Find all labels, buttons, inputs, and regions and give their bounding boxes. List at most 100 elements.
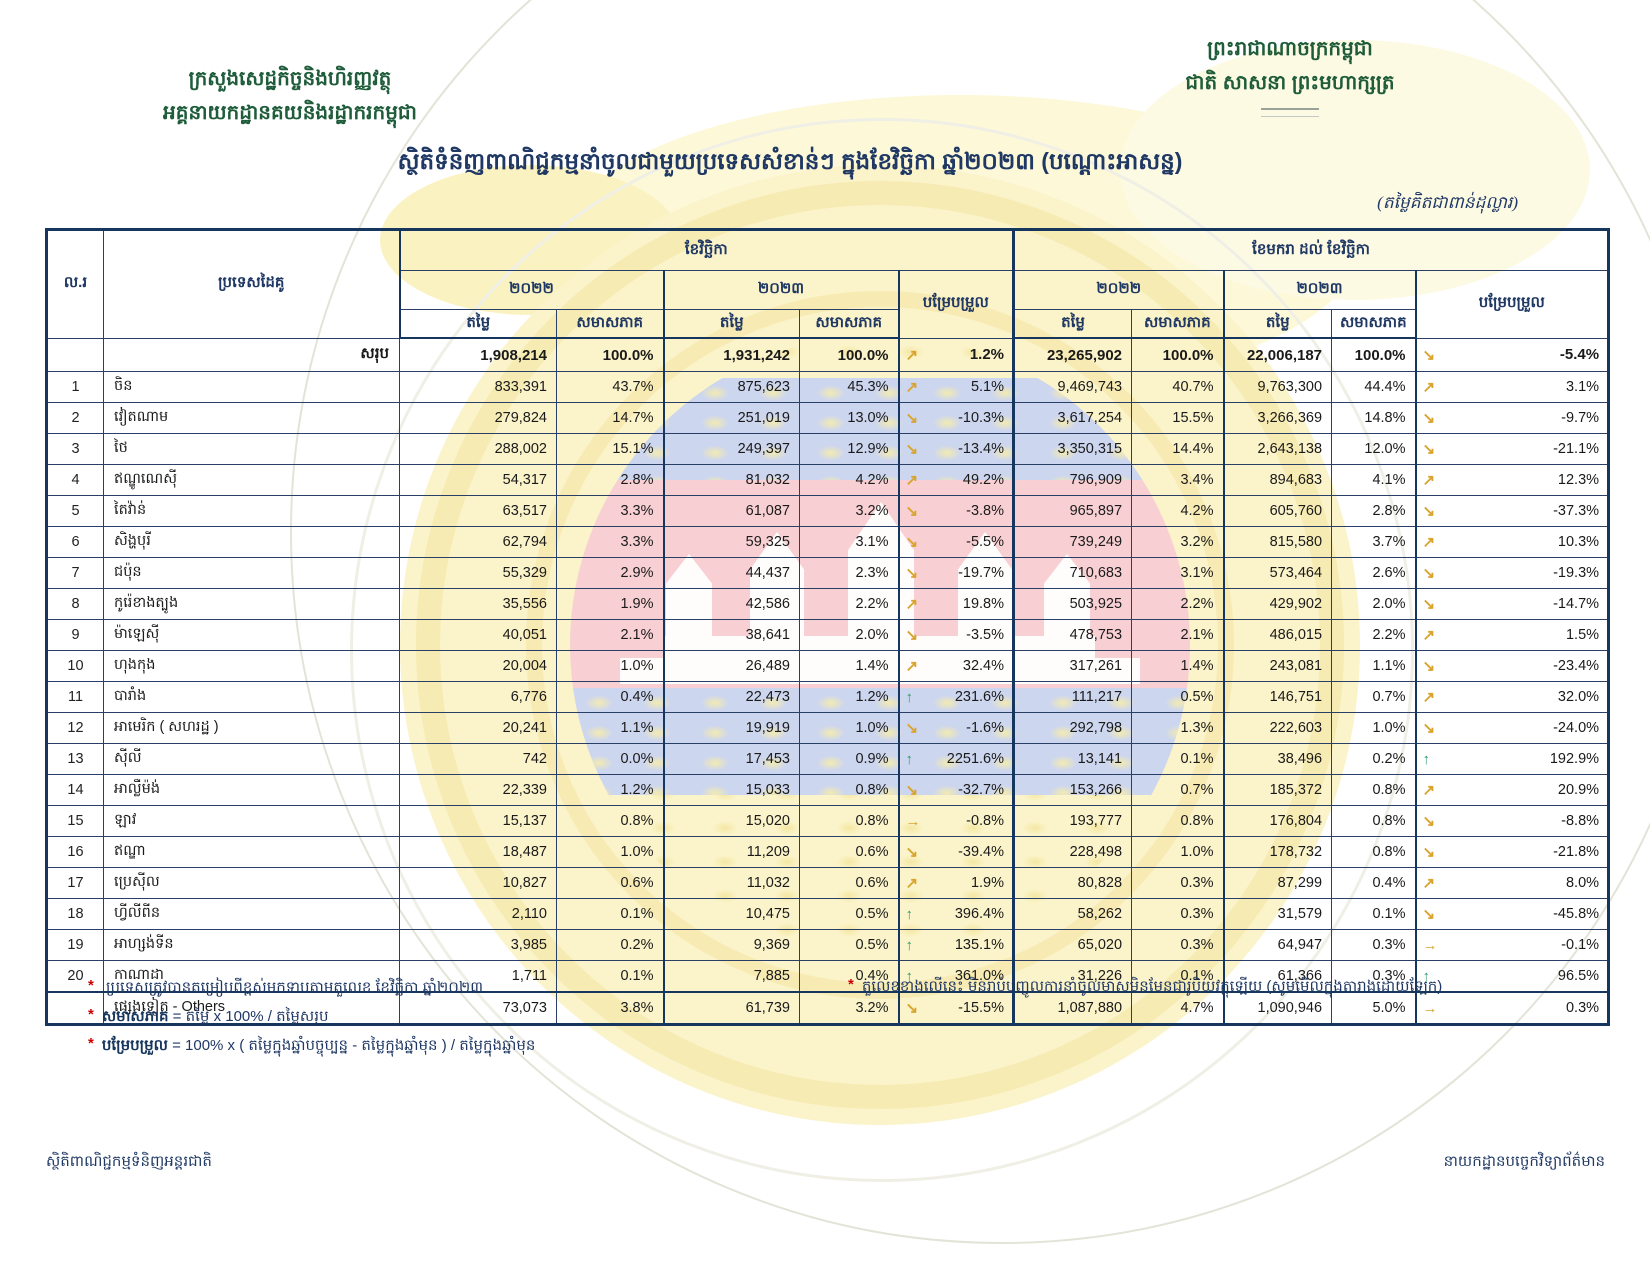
nov-2022-share: 0.1% bbox=[556, 898, 664, 930]
jannov-2022-value: 710,683 bbox=[1012, 557, 1133, 589]
nov-2023-value: 15,020 bbox=[662, 805, 800, 837]
trend-down-icon: ↘ bbox=[905, 1000, 919, 1017]
jannov-2022-share: 1.3% bbox=[1131, 712, 1225, 744]
trend-down-icon: ↘ bbox=[905, 782, 919, 799]
country-name: វៀតណាម bbox=[103, 402, 400, 434]
country-name: ប្រេស៊ីល bbox=[103, 867, 400, 899]
table-row: 17 ប្រេស៊ីល 10,827 0.6% 11,032 0.6% ↗ 1.9% 80,82… bbox=[46, 867, 1610, 899]
total-row: សរុប 1,908,214 100.0% 1,931,242 100.0% ↗ 1.2% 2… bbox=[46, 337, 1610, 372]
country-name: ឥណ្ឌូណេស៊ី bbox=[103, 464, 400, 496]
trend-up-icon: ↗ bbox=[905, 346, 919, 364]
row-number bbox=[46, 991, 104, 1025]
nov-2023-value: 17,453 bbox=[662, 743, 800, 775]
nov-2023-share: 2.3% bbox=[799, 557, 899, 589]
row-number: 16 bbox=[46, 836, 104, 868]
jannov-change-cell: ↘ -14.7% bbox=[1414, 588, 1610, 620]
footnote-gold-exclusion: * តួលេខខាងលើនេះ មិនរាប់បញ្ចូលការនាំចូលមាស… bbox=[848, 976, 1443, 995]
nov-2022-value: 18,487 bbox=[399, 836, 557, 868]
table-row: 11 បារាំង 6,776 0.4% 22,473 1.2% ↑ 231.6% 111,21… bbox=[46, 681, 1610, 713]
nov-2023-value: 61,739 bbox=[662, 991, 800, 1025]
header-share: សមាសភាគ bbox=[1331, 309, 1417, 339]
jannov-2022-value: 23,265,902 bbox=[1012, 337, 1133, 372]
nov-2022-value: 2,110 bbox=[399, 898, 557, 930]
trend-up-icon: ↗ bbox=[1422, 627, 1436, 644]
nov-2022-value: 63,517 bbox=[399, 495, 557, 527]
jannov-2023-share: 12.0% bbox=[1331, 433, 1417, 465]
nov-2022-value: 288,002 bbox=[399, 433, 557, 465]
trend-up-icon: ↗ bbox=[905, 658, 919, 675]
jannov-change-cell: ↘ -9.7% bbox=[1414, 402, 1610, 434]
nov-2023-value: 44,437 bbox=[662, 557, 800, 589]
country-name: ឡាវ bbox=[103, 805, 400, 837]
jannov-2022-share: 0.3% bbox=[1131, 929, 1225, 961]
jannov-change: -19.3% bbox=[1553, 565, 1600, 581]
nov-change: 1.9% bbox=[970, 875, 1005, 891]
nov-2023-value: 22,473 bbox=[662, 681, 800, 713]
nov-change-cell: ↘ -1.6% bbox=[897, 712, 1015, 744]
jannov-change: -24.0% bbox=[1553, 720, 1600, 736]
nov-2023-share: 1.4% bbox=[799, 650, 899, 682]
row-number: 10 bbox=[46, 650, 104, 682]
trend-up-icon: ↗ bbox=[1422, 472, 1436, 489]
header-country: ប្រទេសដៃគូ bbox=[103, 229, 400, 339]
nov-2022-value: 10,827 bbox=[399, 867, 557, 899]
row-number: 20 bbox=[46, 960, 104, 993]
country-name: សរុប bbox=[103, 337, 400, 372]
nov-change-cell: ↘ -15.5% bbox=[897, 991, 1015, 1025]
nov-change-cell: ↘ -10.3% bbox=[897, 402, 1015, 434]
table-row: 12 អាមេរិក ( សហរដ្ឋ ) 20,241 1.1% 19,919 1.0%… bbox=[46, 712, 1610, 744]
header-nov-2022: ២០២២ bbox=[398, 270, 664, 310]
trend-up-icon: ↗ bbox=[1422, 875, 1436, 892]
jannov-2022-value: 9,469,743 bbox=[1012, 371, 1133, 403]
ministry-line1: ក្រសួងសេដ្ឋកិច្ចនិងហិរញ្ញវត្ថុ bbox=[188, 68, 392, 90]
table-row: 8 កូរ៉េខាងត្បូង 35,556 1.9% 42,586 2.2% ↗ 19.8%… bbox=[46, 588, 1610, 620]
table-row: 3 ថៃ 288,002 15.1% 249,397 12.9% ↘ -13.4% 3,350,… bbox=[46, 433, 1610, 465]
jannov-2022-value: 58,262 bbox=[1012, 898, 1133, 930]
jannov-2022-value: 153,266 bbox=[1012, 774, 1133, 806]
nov-2022-share: 3.8% bbox=[556, 991, 664, 1025]
nov-2023-value: 11,032 bbox=[662, 867, 800, 899]
trend-down-icon: ↘ bbox=[905, 441, 919, 458]
nov-2022-share: 1.1% bbox=[556, 712, 664, 744]
row-number: 3 bbox=[46, 433, 104, 465]
nov-change-cell: ↘ -19.7% bbox=[897, 557, 1015, 589]
row-number: 13 bbox=[46, 743, 104, 775]
nov-2022-value: 55,329 bbox=[399, 557, 557, 589]
nov-2023-value: 1,931,242 bbox=[662, 337, 800, 372]
jannov-2023-share: 3.7% bbox=[1331, 526, 1417, 558]
nov-2023-share: 0.9% bbox=[799, 743, 899, 775]
table-row: 2 វៀតណាម 279,824 14.7% 251,019 13.0% ↘ -10.3% 3,… bbox=[46, 402, 1610, 434]
nov-2023-value: 26,489 bbox=[662, 650, 800, 682]
jannov-2023-share: 2.6% bbox=[1331, 557, 1417, 589]
header-no: ល.រ bbox=[46, 229, 104, 339]
trend-flat-icon: → bbox=[1422, 936, 1438, 954]
nov-change-cell: ↑ 231.6% bbox=[897, 681, 1015, 713]
table-row: 10 ហុងកុង 20,004 1.0% 26,489 1.4% ↗ 32.4% 317,26… bbox=[46, 650, 1610, 682]
trend-strong-up-icon: ↑ bbox=[905, 905, 914, 923]
country-name: ហុងកុង bbox=[103, 650, 400, 682]
jannov-2023-share: 0.8% bbox=[1331, 774, 1417, 806]
footnote-change-formula: * បម្រែបម្រួល = 100% x ( តម្លៃក្នុងឆ្នាំប… bbox=[88, 1035, 536, 1054]
nov-2022-value: 22,339 bbox=[399, 774, 557, 806]
nov-2022-share: 3.3% bbox=[556, 526, 664, 558]
others-row: ផ្សេងទៀត - Others 73,073 3.8% 61,739 3.2% ↘ -1… bbox=[46, 991, 1610, 1025]
table-row: 7 ជប៉ុន 55,329 2.9% 44,437 2.3% ↘ -19.7% 710,683… bbox=[46, 557, 1610, 589]
jannov-change-cell: ↘ -24.0% bbox=[1414, 712, 1610, 744]
nov-2023-share: 45.3% bbox=[799, 371, 899, 403]
nov-2022-share: 1.0% bbox=[556, 836, 664, 868]
header-nov-change: បម្រែបម្រួល bbox=[897, 270, 1015, 339]
nov-change: 361.0% bbox=[954, 968, 1005, 984]
jannov-2022-value: 796,909 bbox=[1012, 464, 1133, 496]
jannov-2022-share: 3.4% bbox=[1131, 464, 1225, 496]
table-row: 6 សិង្ហបុរី 62,794 3.3% 59,325 3.1% ↘ -5.5% 739,… bbox=[46, 526, 1610, 558]
header-jan-to-nov-group: ខែមករា ដល់ ខែវិច្ឆិកា bbox=[1012, 229, 1610, 271]
jannov-2022-share: 1.4% bbox=[1131, 650, 1225, 682]
nov-2022-value: 833,391 bbox=[399, 371, 557, 403]
row-number: 5 bbox=[46, 495, 104, 527]
header-jannov-change: បម្រែបម្រួល bbox=[1414, 270, 1610, 339]
jannov-2023-share: 4.1% bbox=[1331, 464, 1417, 496]
jannov-2022-share: 2.1% bbox=[1131, 619, 1225, 651]
table-row: 1 ចិន 833,391 43.7% 875,623 45.3% ↗ 5.1% 9,469,7… bbox=[46, 371, 1610, 403]
jannov-2023-value: 61,366 bbox=[1222, 960, 1333, 993]
nov-2023-value: 59,325 bbox=[662, 526, 800, 558]
